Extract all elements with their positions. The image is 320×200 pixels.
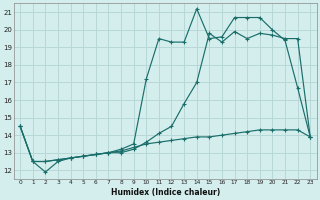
X-axis label: Humidex (Indice chaleur): Humidex (Indice chaleur) xyxy=(111,188,220,197)
